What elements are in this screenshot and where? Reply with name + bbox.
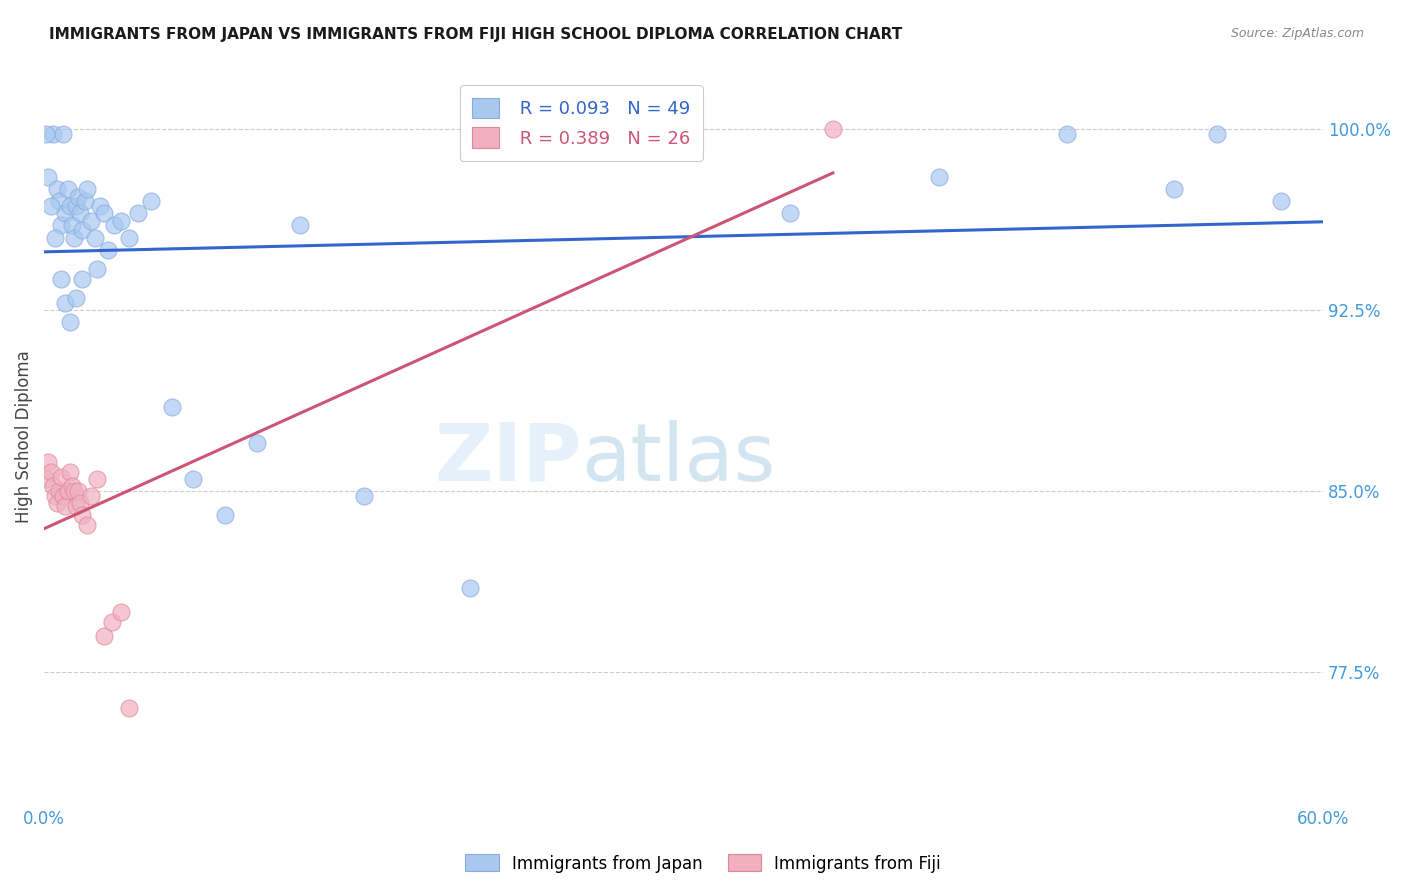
Point <box>67 484 90 499</box>
Point <box>80 489 103 503</box>
Text: IMMIGRANTS FROM JAPAN VS IMMIGRANTS FROM FIJI HIGH SCHOOL DIPLOMA CORRELATION CH: IMMIGRANTS FROM JAPAN VS IMMIGRANTS FROM… <box>49 27 903 42</box>
Point <box>288 219 311 233</box>
Point <box>93 206 115 220</box>
Point <box>779 206 801 220</box>
Point <box>84 230 107 244</box>
Text: Source: ZipAtlas.com: Source: ZipAtlas.com <box>1230 27 1364 40</box>
Text: ZIP: ZIP <box>434 420 581 498</box>
Point <box>101 615 124 629</box>
Point <box>44 230 66 244</box>
Text: atlas: atlas <box>581 420 776 498</box>
Point <box>55 499 77 513</box>
Point <box>73 194 96 209</box>
Point <box>37 455 59 469</box>
Point <box>56 182 79 196</box>
Point <box>56 484 79 499</box>
Point <box>41 479 63 493</box>
Point <box>65 499 87 513</box>
Point <box>45 182 67 196</box>
Point <box>1205 127 1227 141</box>
Point <box>48 194 70 209</box>
Point <box>59 315 82 329</box>
Point <box>45 496 67 510</box>
Point <box>86 262 108 277</box>
Point <box>821 121 844 136</box>
Point <box>35 127 58 141</box>
Point <box>97 243 120 257</box>
Point <box>63 484 86 499</box>
Point <box>59 465 82 479</box>
Point <box>59 199 82 213</box>
Point <box>51 469 73 483</box>
Point <box>72 223 94 237</box>
Point <box>67 189 90 203</box>
Point <box>460 581 482 595</box>
Point <box>60 219 83 233</box>
Point <box>353 489 375 503</box>
Point <box>139 194 162 209</box>
Point <box>69 496 91 510</box>
Point <box>39 465 62 479</box>
Point <box>214 508 236 523</box>
Point <box>110 605 132 619</box>
Point <box>35 472 58 486</box>
Point <box>160 400 183 414</box>
Point <box>65 291 87 305</box>
Point <box>51 271 73 285</box>
Point <box>928 170 950 185</box>
Point <box>1270 194 1292 209</box>
Point <box>44 489 66 503</box>
Point <box>51 219 73 233</box>
Legend: Immigrants from Japan, Immigrants from Fiji: Immigrants from Japan, Immigrants from F… <box>458 847 948 880</box>
Point <box>69 206 91 220</box>
Point <box>246 435 269 450</box>
Point <box>55 206 77 220</box>
Point <box>37 170 59 185</box>
Point <box>89 199 111 213</box>
Point <box>1163 182 1185 196</box>
Point <box>103 219 125 233</box>
Point <box>60 479 83 493</box>
Point <box>86 472 108 486</box>
Point <box>48 484 70 499</box>
Point <box>63 230 86 244</box>
Point <box>80 213 103 227</box>
Point <box>118 230 141 244</box>
Y-axis label: High School Diploma: High School Diploma <box>15 351 32 524</box>
Point <box>72 508 94 523</box>
Legend:  R = 0.093   N = 49,  R = 0.389   N = 26: R = 0.093 N = 49, R = 0.389 N = 26 <box>460 85 703 161</box>
Point <box>52 489 75 503</box>
Point <box>55 295 77 310</box>
Point <box>93 629 115 643</box>
Point <box>39 199 62 213</box>
Point <box>76 518 98 533</box>
Point <box>110 213 132 227</box>
Point <box>41 127 63 141</box>
Point <box>65 199 87 213</box>
Point <box>118 701 141 715</box>
Point <box>1056 127 1078 141</box>
Point <box>52 127 75 141</box>
Point <box>76 182 98 196</box>
Point <box>183 472 205 486</box>
Point <box>127 206 149 220</box>
Point <box>72 271 94 285</box>
